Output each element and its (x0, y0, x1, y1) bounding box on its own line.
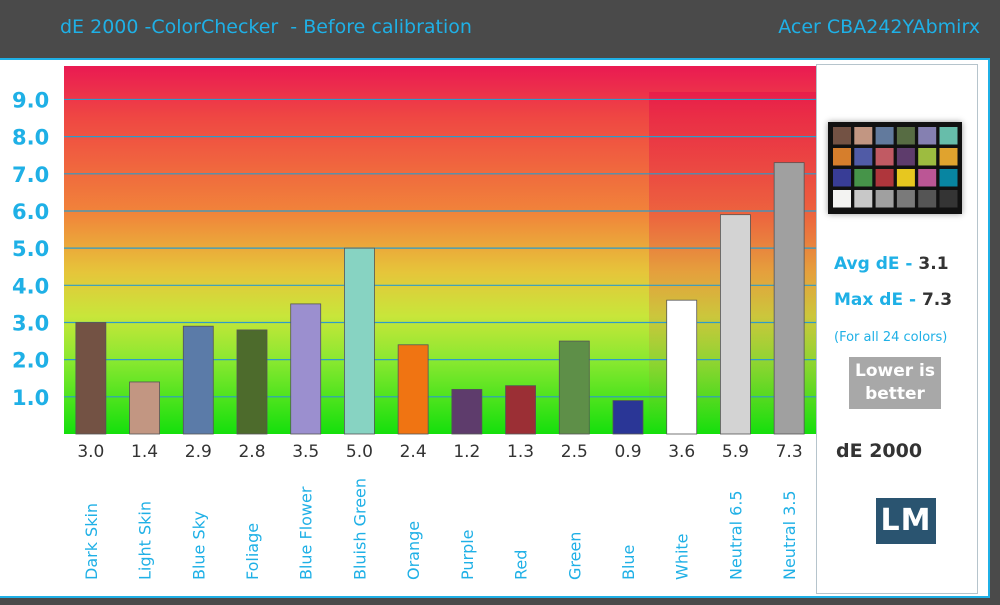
bar (290, 303, 322, 435)
colorchecker-grid (833, 127, 958, 208)
bar (558, 340, 590, 435)
category-label: Neutral 6.5 (726, 490, 745, 580)
category-label: Green (565, 532, 584, 580)
checker-swatch (854, 148, 873, 166)
checker-swatch (833, 127, 851, 145)
category-labels: Dark Skin Light Skin Blue Sky Foliage Blue F… (82, 478, 799, 580)
bar (236, 329, 268, 435)
bar (451, 388, 483, 435)
checker-swatch (918, 190, 937, 208)
checker-swatch (854, 190, 873, 208)
bar (397, 344, 429, 435)
checker-swatch (939, 169, 958, 187)
chart-title: dE 2000 -ColorChecker - Before calibrati… (60, 16, 472, 38)
lower-line-1: Lower is (855, 361, 935, 381)
value-label: 7.3 (776, 442, 803, 462)
y-axis-ticks: 1.0 2.0 3.0 4.0 5.0 6.0 7.0 8.0 9.0 (12, 88, 49, 409)
y-tick-label: 1.0 (12, 386, 49, 410)
checker-swatch (854, 127, 873, 145)
value-label: 1.4 (131, 442, 158, 462)
value-label: 2.4 (400, 442, 427, 462)
value-label: 3.6 (668, 442, 695, 462)
checker-swatch (833, 190, 851, 208)
max-de: Max dE - 7.3 (834, 290, 952, 310)
category-label: Red (512, 550, 531, 580)
metric-label: dE 2000 (836, 440, 923, 462)
checker-swatch (896, 190, 915, 208)
product-name: Acer CBA242YAbmirx (778, 16, 980, 38)
bars (75, 162, 805, 435)
lower-is-better-badge: Lower is better (849, 357, 941, 409)
bar (773, 162, 805, 435)
value-label: 2.5 (561, 442, 588, 462)
value-label: 1.3 (507, 442, 534, 462)
checker-swatch (854, 169, 873, 187)
checker-swatch (918, 127, 937, 145)
category-label: Blue (619, 545, 638, 580)
max-de-value: 7.3 (921, 290, 953, 310)
value-label: 1.2 (453, 442, 480, 462)
checker-swatch (833, 148, 851, 166)
category-label: Blue Sky (189, 511, 208, 580)
checker-swatch (918, 169, 937, 187)
y-tick-label: 8.0 (12, 126, 49, 150)
value-label: 3.0 (77, 442, 104, 462)
checker-swatch (896, 148, 915, 166)
category-label: Neutral 3.5 (780, 490, 799, 580)
category-label: Foliage (243, 523, 262, 580)
checker-swatch (875, 127, 894, 145)
checker-swatch (939, 190, 958, 208)
colors-note: (For all 24 colors) (834, 330, 948, 345)
checker-swatch (875, 190, 894, 208)
bar (182, 325, 214, 435)
checker-swatch (896, 169, 915, 187)
value-labels: 3.0 1.4 2.9 2.8 3.5 5.0 2.4 1.2 1.3 2.5 0.9 3.6 5.9 7… (77, 442, 802, 462)
checker-swatch (918, 148, 937, 166)
lower-line-2: better (865, 384, 925, 404)
value-label: 5.0 (346, 442, 373, 462)
y-tick-label: 9.0 (12, 88, 49, 112)
max-de-label: Max dE - (834, 290, 917, 310)
checker-swatch (939, 127, 958, 145)
checker-swatch (875, 148, 894, 166)
bar (505, 385, 536, 435)
bar (612, 400, 644, 435)
avg-de-label: Avg dE - (834, 254, 913, 274)
y-tick-label: 4.0 (12, 274, 49, 298)
value-label: 0.9 (614, 442, 641, 462)
bar (720, 214, 751, 435)
category-label: Light Skin (136, 501, 155, 580)
y-tick-label: 3.0 (12, 311, 49, 335)
category-label: Dark Skin (82, 503, 101, 580)
y-tick-label: 2.0 (12, 349, 49, 373)
bar (666, 299, 698, 435)
lm-logo: LM (876, 498, 936, 544)
value-label: 5.9 (722, 442, 749, 462)
avg-de-value: 3.1 (918, 254, 949, 274)
checker-swatch (896, 127, 915, 145)
value-label: 2.9 (185, 442, 212, 462)
category-label: Orange (404, 521, 423, 580)
checker-swatch (875, 169, 894, 187)
bar (75, 322, 107, 435)
bar (344, 247, 375, 435)
bar (129, 381, 160, 435)
category-label: Bluish Green (350, 478, 369, 580)
checker-swatch (939, 148, 958, 166)
checker-swatch (833, 169, 851, 187)
category-label: Purple (458, 529, 477, 580)
value-label: 3.5 (292, 442, 319, 462)
value-label: 2.8 (238, 442, 265, 462)
y-tick-label: 6.0 (12, 200, 49, 224)
y-tick-label: 5.0 (12, 237, 49, 261)
category-label: Blue Flower (297, 486, 316, 580)
avg-de: Avg dE - 3.1 (834, 254, 949, 274)
y-tick-label: 7.0 (12, 163, 49, 187)
category-label: White (673, 533, 692, 580)
colorchecker-icon (828, 122, 962, 214)
